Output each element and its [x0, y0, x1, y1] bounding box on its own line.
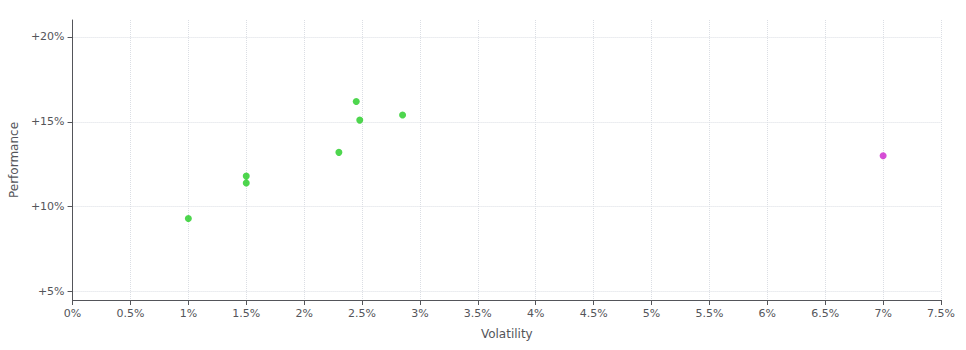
svg-text:6.5%: 6.5% [811, 307, 839, 320]
svg-text:4%: 4% [527, 307, 544, 320]
svg-text:7.5%: 7.5% [927, 307, 955, 320]
svg-text:7%: 7% [874, 307, 891, 320]
svg-text:1%: 1% [180, 307, 197, 320]
svg-text:+10%: +10% [31, 200, 65, 213]
svg-text:+5%: +5% [38, 285, 65, 298]
svg-text:3.5%: 3.5% [464, 307, 492, 320]
svg-text:5.5%: 5.5% [695, 307, 723, 320]
svg-text:+15%: +15% [31, 115, 65, 128]
svg-text:0%: 0% [64, 307, 81, 320]
svg-text:2%: 2% [295, 307, 312, 320]
svg-text:+20%: +20% [31, 30, 65, 43]
svg-text:2.5%: 2.5% [348, 307, 376, 320]
svg-text:3%: 3% [411, 307, 428, 320]
svg-text:1.5%: 1.5% [232, 307, 260, 320]
svg-text:6%: 6% [759, 307, 776, 320]
svg-text:4.5%: 4.5% [580, 307, 608, 320]
svg-text:Volatility: Volatility [481, 327, 533, 341]
svg-text:5%: 5% [643, 307, 660, 320]
svg-text:Performance: Performance [7, 122, 21, 198]
svg-text:0.5%: 0.5% [116, 307, 144, 320]
